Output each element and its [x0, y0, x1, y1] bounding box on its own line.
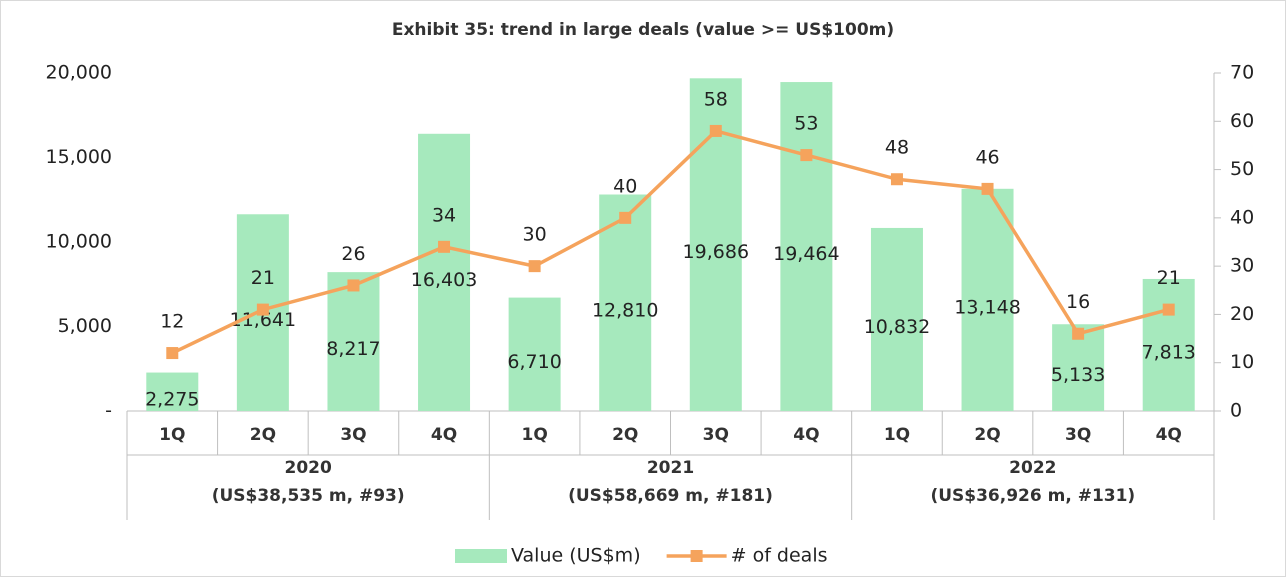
y2-tick-label: 30 [1230, 255, 1254, 277]
bar-value-label: 10,832 [864, 316, 930, 338]
y2-tick-label: 0 [1230, 400, 1242, 422]
line-value-label: 48 [885, 137, 909, 159]
y2-tick-label: 10 [1230, 351, 1254, 373]
group-label: 2020 [285, 458, 332, 478]
x-tick-label: 2Q [250, 425, 276, 445]
y-tick-label: 10,000 [46, 231, 112, 253]
y2-tick-label: 20 [1230, 303, 1254, 325]
line-marker [166, 347, 179, 360]
bar-value-label: 19,464 [773, 243, 839, 265]
y2-tick-label: 70 [1230, 62, 1254, 84]
line-value-label: 58 [704, 88, 728, 110]
y-tick-label: 20,000 [46, 62, 112, 84]
group-detail: (US$58,669 m, #181) [568, 486, 773, 506]
line-marker [256, 303, 269, 316]
line-value-label: 21 [251, 267, 275, 289]
group-detail: (US$38,535 m, #93) [212, 486, 405, 506]
line [171, 128, 1170, 355]
group-label: 2021 [647, 458, 694, 478]
bar [508, 297, 561, 411]
x-tick-label: 1Q [159, 425, 185, 445]
bar-value-label: 19,686 [683, 241, 749, 263]
line-marker [981, 182, 994, 195]
line-marker [619, 211, 632, 224]
group-detail: (US$36,926 m, #131) [930, 486, 1135, 506]
line-value-label: 40 [613, 175, 637, 197]
x-tick-label: 4Q [1156, 425, 1182, 445]
chart-title: Exhibit 35: trend in large deals (value … [392, 20, 894, 40]
bar [1142, 278, 1195, 411]
y-tick-label: 5,000 [58, 315, 112, 337]
bar-value-label: 7,813 [1142, 341, 1196, 363]
bar-value-label: 13,148 [954, 296, 1020, 318]
bar-value-label: 16,403 [411, 269, 477, 291]
line-value-label: 26 [341, 243, 365, 265]
line-value-label: 46 [975, 146, 999, 168]
bar [599, 194, 652, 411]
line-marker [528, 260, 541, 273]
line-marker [347, 279, 360, 292]
bar [327, 272, 380, 411]
bar-value-label: 8,217 [326, 338, 380, 360]
x-tick-label: 3Q [340, 425, 366, 445]
bar [961, 188, 1014, 411]
line-value-label: 21 [1157, 267, 1181, 289]
line-marker [1072, 327, 1085, 340]
x-tick-label: 1Q [884, 425, 910, 445]
line-marker [890, 173, 903, 186]
y2-tick-label: 50 [1230, 158, 1254, 180]
bar-value-label: 11,641 [230, 309, 296, 331]
y-tick-label: - [105, 400, 112, 422]
bar-value-label: 2,275 [145, 388, 199, 410]
x-tick-label: 4Q [793, 425, 819, 445]
legend-swatch [455, 549, 507, 563]
line-marker [438, 240, 451, 253]
line-value-label: 30 [523, 224, 547, 246]
line-marker [709, 124, 722, 137]
bar-value-label: 6,710 [507, 351, 561, 373]
bar [146, 372, 199, 411]
bar [780, 82, 833, 411]
group-label: 2022 [1009, 458, 1056, 478]
line-value-label: 16 [1066, 291, 1090, 313]
y-tick-label: 15,000 [46, 146, 112, 168]
x-tick-label: 4Q [431, 425, 457, 445]
line-value-label: 34 [432, 204, 456, 226]
bar [870, 227, 923, 411]
x-tick-label: 3Q [1065, 425, 1091, 445]
line-marker [800, 149, 813, 162]
x-tick-label: 2Q [612, 425, 638, 445]
line-marker [1162, 303, 1175, 316]
x-tick-label: 2Q [974, 425, 1000, 445]
y2-tick-label: 60 [1230, 110, 1254, 132]
bar [418, 133, 471, 411]
legend-marker [690, 550, 703, 562]
line-value-label: 53 [794, 113, 818, 135]
bar-value-label: 5,133 [1051, 364, 1105, 386]
line-value-label: 12 [160, 311, 184, 333]
x-tick-label: 3Q [703, 425, 729, 445]
y2-tick-label: 40 [1230, 206, 1254, 228]
legend-label: Value (US$m) [511, 545, 641, 567]
legend-label: # of deals [731, 545, 828, 567]
x-tick-label: 1Q [521, 425, 547, 445]
bar-value-label: 12,810 [592, 299, 658, 321]
